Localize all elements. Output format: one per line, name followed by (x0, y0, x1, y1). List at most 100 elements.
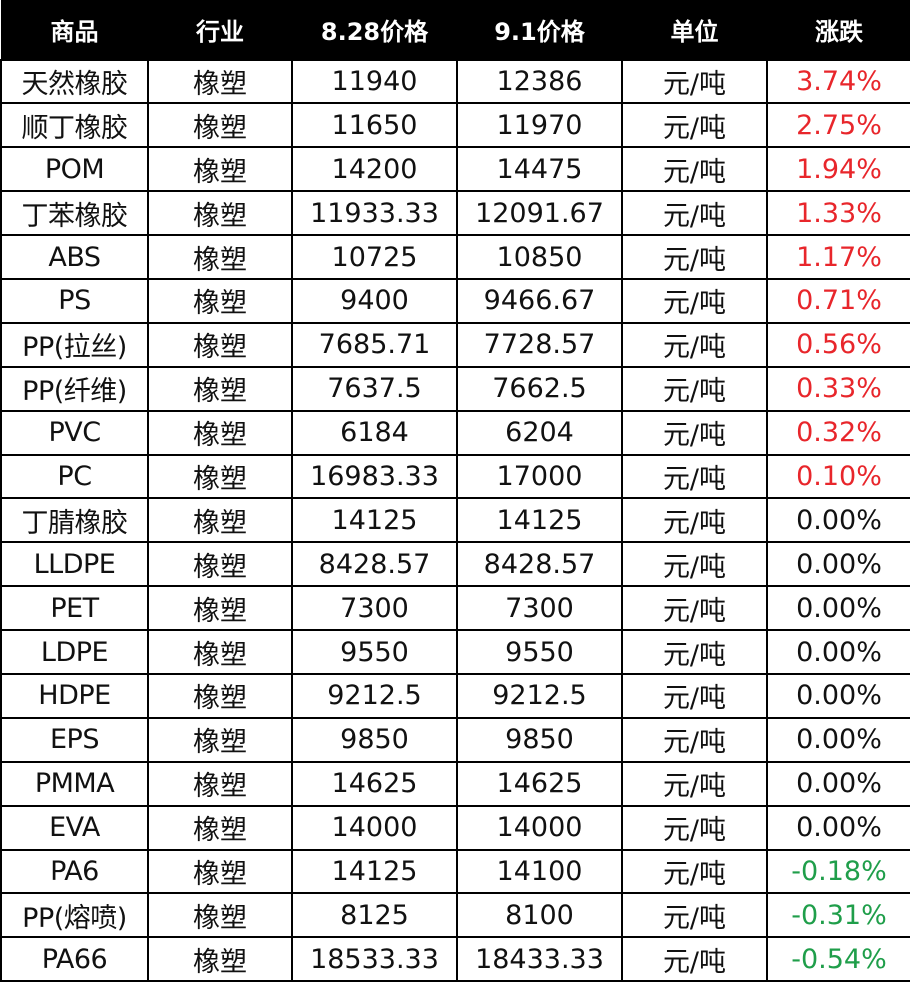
price-828-cell: 16983.33 (291, 453, 458, 500)
change-cell: 1.94% (766, 146, 910, 193)
industry-cell: 橡塑 (147, 716, 293, 763)
table-row: 丁腈橡胶 橡塑 14125 14125 元/吨 0.00% (0, 497, 910, 544)
unit-cell: 元/吨 (621, 848, 768, 895)
industry-cell: 橡塑 (147, 936, 293, 983)
industry-cell: 橡塑 (147, 804, 293, 851)
price-91-cell: 9212.5 (456, 672, 623, 719)
price-828-cell: 14125 (291, 497, 458, 544)
unit-cell: 元/吨 (621, 409, 768, 456)
change-cell: 0.32% (766, 409, 910, 456)
change-cell: 0.00% (766, 629, 910, 675)
unit-cell: 元/吨 (621, 58, 768, 105)
table-row: LLDPE 橡塑 8428.57 8428.57 元/吨 0.00% (0, 541, 910, 588)
table-row: 丁苯橡胶 橡塑 11933.33 12091.67 元/吨 1.33% (0, 190, 910, 237)
change-cell: -0.18% (766, 848, 910, 895)
column-header-price-828: 8.28价格 (291, 0, 458, 60)
price-91-cell: 17000 (456, 453, 623, 500)
price-828-cell: 14625 (291, 760, 458, 807)
change-cell: 0.00% (766, 497, 910, 544)
price-91-cell: 7662.5 (456, 365, 623, 412)
product-name-cell: PET (0, 585, 149, 632)
change-cell: -0.54% (766, 936, 910, 983)
product-name-cell: PS (0, 277, 149, 324)
unit-cell: 元/吨 (621, 541, 768, 588)
product-name-cell: PC (0, 453, 149, 500)
change-cell: 2.75% (766, 102, 910, 149)
price-828-cell: 9550 (291, 629, 458, 675)
change-cell: 0.33% (766, 365, 910, 412)
industry-cell: 橡塑 (147, 453, 293, 500)
industry-cell: 橡塑 (147, 102, 293, 149)
table-header: 商品 行业 8.28价格 9.1价格 单位 涨跌 (0, 0, 910, 60)
unit-cell: 元/吨 (621, 892, 768, 939)
price-828-cell: 11650 (291, 102, 458, 149)
industry-cell: 橡塑 (147, 321, 293, 368)
price-91-cell: 7300 (456, 585, 623, 632)
price-91-cell: 14475 (456, 146, 623, 193)
unit-cell: 元/吨 (621, 453, 768, 500)
price-828-cell: 14000 (291, 804, 458, 851)
table-row: EPS 橡塑 9850 9850 元/吨 0.00% (0, 716, 910, 763)
industry-cell: 橡塑 (147, 365, 293, 412)
change-cell: 0.71% (766, 277, 910, 324)
price-91-cell: 14125 (456, 497, 623, 544)
unit-cell: 元/吨 (621, 629, 768, 675)
industry-cell: 橡塑 (147, 234, 293, 280)
price-828-cell: 8428.57 (291, 541, 458, 588)
product-name-cell: PP(拉丝) (0, 321, 149, 368)
unit-cell: 元/吨 (621, 102, 768, 149)
industry-cell: 橡塑 (147, 541, 293, 588)
change-cell: -0.31% (766, 892, 910, 939)
table-row: PA6 橡塑 14125 14100 元/吨 -0.18% (0, 848, 910, 895)
unit-cell: 元/吨 (621, 190, 768, 237)
price-91-cell: 6204 (456, 409, 623, 456)
product-name-cell: ABS (0, 234, 149, 280)
product-name-cell: LDPE (0, 629, 149, 675)
price-91-cell: 9466.67 (456, 277, 623, 324)
price-828-cell: 11940 (291, 58, 458, 105)
table-row: ABS 橡塑 10725 10850 元/吨 1.17% (0, 234, 910, 280)
industry-cell: 橡塑 (147, 497, 293, 544)
product-name-cell: PA6 (0, 848, 149, 895)
price-91-cell: 10850 (456, 234, 623, 280)
product-name-cell: 顺丁橡胶 (0, 102, 149, 149)
product-name-cell: PVC (0, 409, 149, 456)
unit-cell: 元/吨 (621, 716, 768, 763)
price-91-cell: 12386 (456, 58, 623, 105)
table-row: PA66 橡塑 18533.33 18433.33 元/吨 -0.54% (0, 936, 910, 983)
change-cell: 1.33% (766, 190, 910, 237)
price-828-cell: 7300 (291, 585, 458, 632)
industry-cell: 橡塑 (147, 146, 293, 193)
table-row: EVA 橡塑 14000 14000 元/吨 0.00% (0, 804, 910, 851)
change-cell: 1.17% (766, 234, 910, 280)
industry-cell: 橡塑 (147, 760, 293, 807)
change-cell: 0.00% (766, 760, 910, 807)
price-828-cell: 9212.5 (291, 672, 458, 719)
price-91-cell: 14100 (456, 848, 623, 895)
product-name-cell: 丁苯橡胶 (0, 190, 149, 237)
unit-cell: 元/吨 (621, 321, 768, 368)
product-name-cell: EVA (0, 804, 149, 851)
price-828-cell: 11933.33 (291, 190, 458, 237)
price-91-cell: 12091.67 (456, 190, 623, 237)
table-row: PS 橡塑 9400 9466.67 元/吨 0.71% (0, 277, 910, 324)
table-row: PP(熔喷) 橡塑 8125 8100 元/吨 -0.31% (0, 892, 910, 939)
product-name-cell: LLDPE (0, 541, 149, 588)
price-828-cell: 9400 (291, 277, 458, 324)
product-name-cell: POM (0, 146, 149, 193)
price-91-cell: 8428.57 (456, 541, 623, 588)
change-cell: 0.00% (766, 672, 910, 719)
price-828-cell: 9850 (291, 716, 458, 763)
table-row: PET 橡塑 7300 7300 元/吨 0.00% (0, 585, 910, 632)
product-name-cell: HDPE (0, 672, 149, 719)
industry-cell: 橡塑 (147, 277, 293, 324)
price-91-cell: 14000 (456, 804, 623, 851)
table-row: PP(纤维) 橡塑 7637.5 7662.5 元/吨 0.33% (0, 365, 910, 412)
price-828-cell: 14125 (291, 848, 458, 895)
product-name-cell: 丁腈橡胶 (0, 497, 149, 544)
price-91-cell: 11970 (456, 102, 623, 149)
unit-cell: 元/吨 (621, 234, 768, 280)
product-name-cell: PMMA (0, 760, 149, 807)
price-91-cell: 8100 (456, 892, 623, 939)
unit-cell: 元/吨 (621, 760, 768, 807)
